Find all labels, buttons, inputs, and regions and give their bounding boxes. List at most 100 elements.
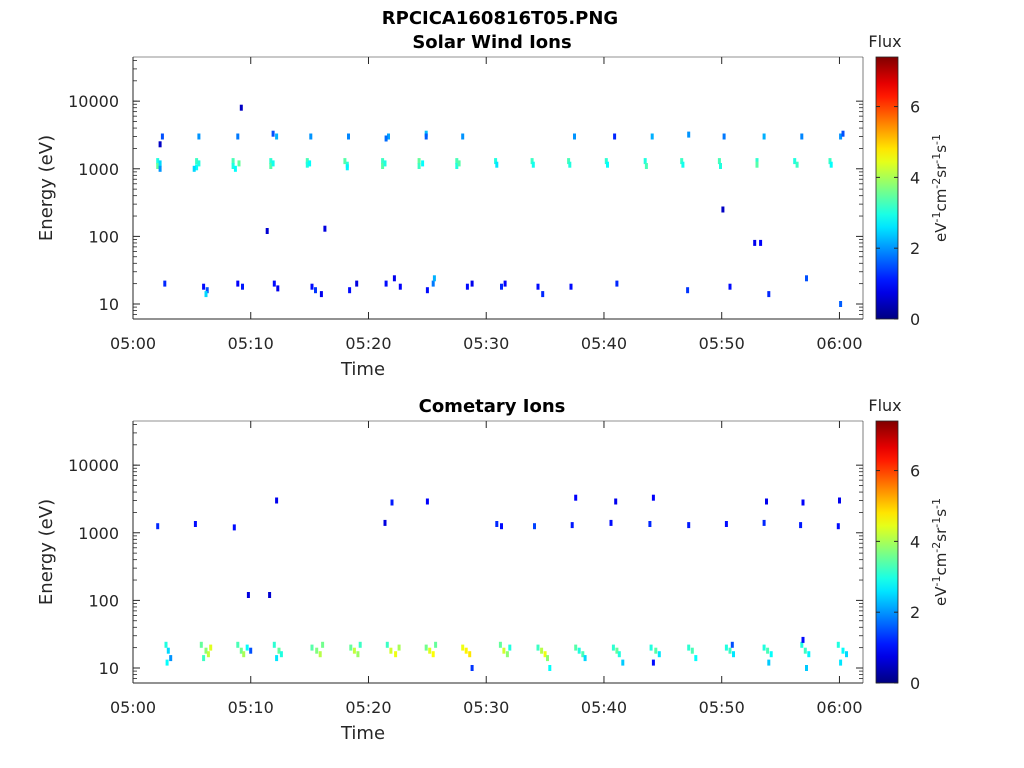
- data-cell: [508, 644, 512, 651]
- data-cell: [694, 655, 698, 662]
- data-cell: [271, 160, 275, 167]
- data-cell: [384, 135, 388, 142]
- data-cell: [762, 519, 766, 526]
- data-cell: [767, 291, 771, 298]
- data-cell: [352, 647, 356, 654]
- data-cell: [239, 104, 243, 111]
- data-cell: [431, 651, 435, 658]
- data-cell: [613, 133, 617, 140]
- y-tick-label: 100: [88, 591, 119, 610]
- data-cell: [209, 644, 213, 651]
- data-cell: [457, 160, 461, 167]
- x-tick-label: 05:40: [581, 698, 627, 717]
- data-cell: [156, 163, 160, 169]
- data-cell: [323, 225, 327, 232]
- data-cell: [308, 160, 312, 167]
- data-cell: [434, 641, 438, 648]
- data-cell: [195, 164, 199, 171]
- data-cell: [805, 275, 808, 282]
- data-cell: [681, 161, 685, 168]
- data-cell: [309, 133, 313, 140]
- data-cell: [800, 641, 804, 648]
- data-cell: [318, 651, 322, 658]
- data-cell: [345, 164, 349, 171]
- data-cell: [717, 158, 721, 165]
- x-tick-label: 05:50: [699, 698, 745, 717]
- colorbar-tick-label: 2: [910, 603, 920, 622]
- colorbar-tick-label: 4: [910, 532, 920, 551]
- data-cell: [615, 647, 619, 654]
- data-cell: [724, 644, 728, 651]
- data-cell: [609, 519, 613, 526]
- data-cell: [687, 131, 691, 138]
- x-axis-label: Time: [340, 723, 385, 744]
- x-tick-label: 05:20: [345, 334, 391, 353]
- data-cell: [465, 283, 469, 290]
- data-cell: [383, 519, 387, 526]
- x-tick-label: 06:00: [816, 334, 862, 353]
- data-cell: [648, 521, 652, 527]
- data-cell: [156, 158, 160, 165]
- data-cell: [305, 158, 309, 165]
- x-tick-label: 05:20: [345, 698, 391, 717]
- y-tick-label: 10000: [68, 456, 119, 475]
- data-cell: [417, 163, 421, 169]
- data-cell: [498, 641, 502, 648]
- data-cell: [621, 659, 625, 666]
- panel-title: Cometary Ions: [419, 396, 566, 417]
- data-cell: [567, 158, 571, 165]
- data-cell: [381, 158, 385, 165]
- data-cell: [310, 283, 314, 290]
- data-cell: [275, 655, 279, 662]
- data-cell: [505, 651, 509, 658]
- data-cell: [680, 158, 684, 165]
- data-cell: [569, 283, 573, 290]
- data-cell: [314, 287, 317, 294]
- data-cell: [793, 158, 797, 165]
- data-cell: [769, 651, 773, 658]
- data-cell: [839, 301, 843, 307]
- data-cell: [643, 158, 647, 165]
- data-cell: [836, 641, 840, 648]
- data-cell: [644, 163, 648, 169]
- data-cell: [461, 133, 465, 140]
- data-cell: [686, 287, 690, 294]
- colorbar-tick-label: 6: [910, 98, 920, 117]
- data-cell: [530, 158, 534, 165]
- data-cell: [245, 644, 249, 651]
- data-cell: [231, 158, 235, 165]
- data-cell: [540, 647, 544, 654]
- data-cell: [536, 644, 540, 651]
- data-cell: [495, 161, 499, 168]
- data-cell: [310, 644, 314, 651]
- data-cell: [398, 283, 402, 290]
- data-cell: [464, 647, 468, 654]
- data-cell: [762, 644, 766, 651]
- data-cell: [455, 158, 459, 165]
- data-cell: [470, 280, 474, 287]
- colorbar-title: Flux: [868, 396, 901, 415]
- data-cell: [829, 161, 833, 168]
- y-tick-label: 10: [99, 295, 119, 314]
- data-cell: [272, 641, 276, 648]
- data-cell: [321, 641, 325, 648]
- data-cell: [651, 659, 655, 666]
- colorbar-tick-label: 4: [910, 168, 920, 187]
- data-cell: [165, 659, 169, 666]
- colorbar-tick-label: 0: [910, 310, 920, 329]
- data-cell: [202, 655, 206, 662]
- colorbar: [875, 56, 899, 320]
- data-cell: [650, 133, 654, 140]
- data-cell: [614, 498, 618, 505]
- data-cell: [315, 647, 319, 654]
- data-cell: [169, 655, 173, 662]
- data-cell: [192, 165, 196, 172]
- data-cell: [392, 275, 396, 282]
- y-tick-label: 1000: [78, 160, 119, 179]
- data-cell: [236, 641, 240, 648]
- data-cell: [807, 651, 811, 658]
- data-cell: [767, 659, 771, 666]
- x-tick-label: 05:30: [463, 334, 509, 353]
- data-cell: [424, 133, 428, 140]
- data-cell: [728, 283, 732, 290]
